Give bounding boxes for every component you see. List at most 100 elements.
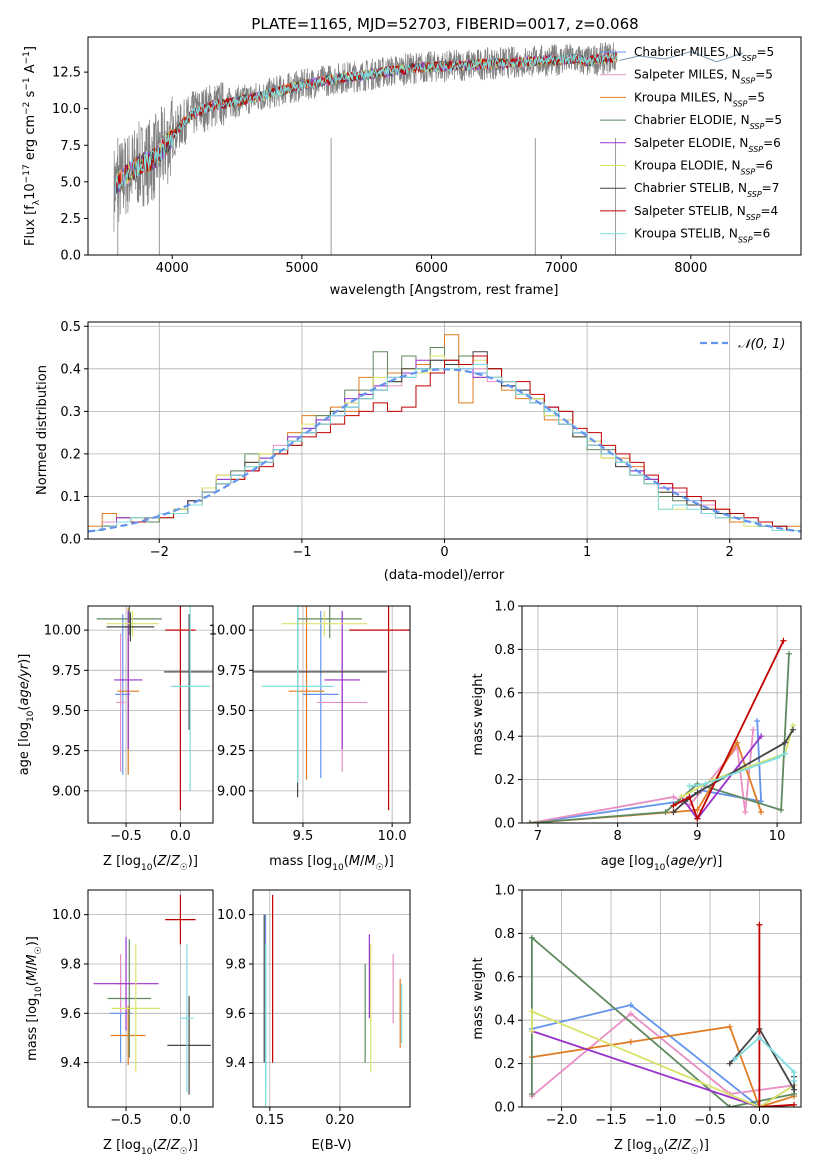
label-part: Z [170, 1138, 181, 1153]
label-part: −17 [22, 164, 32, 183]
legend-label-main: Chabrier ELODIE, N [634, 113, 750, 127]
weight-line [531, 1030, 760, 1107]
x-axis-label: E(B-V) [311, 1138, 351, 1153]
weight-marker [526, 820, 533, 823]
y-tick-label: 9.4 [60, 1056, 81, 1071]
weight-marker [782, 750, 789, 757]
label-part: M [364, 854, 375, 869]
x-tick-label: 0.0 [749, 1113, 770, 1128]
label-part: 10 [654, 863, 666, 873]
label-part: 10 [652, 1147, 664, 1157]
y-tick-label: 0.6 [494, 970, 515, 985]
legend-label: Kroupa ELODIE, NSSP=6 [634, 159, 773, 177]
y-tick-label: 0.2 [60, 447, 81, 462]
x-axis-label: (data-model)/error [384, 568, 505, 583]
error-point [288, 606, 325, 780]
weight-marker [758, 809, 765, 816]
y-axis-label: Normed distribution [35, 365, 50, 495]
y-tick-label: 9.00 [217, 784, 246, 799]
y-tick-label: 0.4 [60, 362, 81, 377]
y-tick-label: 12.5 [52, 66, 81, 81]
weight-marker [694, 815, 701, 822]
x-tick-label: 1 [583, 545, 591, 560]
legend-label-tail: =6 [755, 159, 773, 173]
weight-marker [670, 809, 677, 816]
label-part: )] [699, 1138, 709, 1153]
x-tick-label: −0.5 [110, 829, 142, 844]
y-axis-label: age [log10(age/yr)] [17, 654, 36, 776]
label-part: A [23, 64, 38, 77]
error-point [297, 606, 362, 639]
plot-area [96, 606, 213, 811]
weight-marker [528, 1008, 535, 1015]
weight-marker [782, 739, 789, 746]
y-axis-label: mass weight [471, 673, 486, 755]
weight-marker [742, 809, 749, 816]
legend-label-tail: =6 [763, 136, 781, 150]
weight-marker [686, 783, 693, 790]
x-tick-label: 7000 [545, 261, 578, 276]
y-tick-label: 0.1 [60, 490, 81, 505]
label-part: λ [32, 199, 42, 205]
x-tick-label: 8 [614, 829, 622, 844]
y-tick-label: 0.4 [494, 730, 515, 745]
weight-marker [758, 733, 765, 740]
y-tick-label: 9.6 [225, 1007, 246, 1022]
error-point [167, 996, 211, 1095]
weight-marker [670, 802, 677, 809]
y-tick-label: 0.0 [494, 817, 515, 832]
y-tick-label: 10.00 [209, 624, 246, 639]
weight-marker [778, 806, 785, 813]
label-part: ☉ [180, 1147, 188, 1157]
x-tick-label: 2 [726, 545, 734, 560]
weight-marker [528, 934, 535, 941]
x-axis-label: wavelength [Angstrom, rest frame] [330, 283, 559, 298]
label-part: Z [log [103, 854, 141, 869]
weight-marker [726, 1104, 733, 1107]
label-part: ☉ [180, 863, 188, 873]
weight-marker [694, 806, 701, 813]
plot-area [113, 42, 743, 255]
axes-frame [252, 605, 411, 824]
label-part: −1 [22, 77, 32, 90]
x-tick-label: 5000 [285, 261, 318, 276]
weight-marker [694, 789, 701, 796]
legend-label: Salpeter MILES, NSSP=5 [634, 68, 773, 86]
y-tick-label: 1.0 [494, 600, 515, 615]
panel-mass_vs_EBV: 0.15 0.20 9.4 9.6 9.8 10.0 E(B-V) [217, 889, 411, 1153]
error-point [93, 936, 159, 1031]
legend-label-main: Salpeter ELODIE, N [634, 136, 748, 150]
label-part: mass [log [269, 854, 332, 869]
plot-area [263, 894, 403, 1107]
y-tick-label: 2.5 [60, 212, 81, 227]
legend-label-tail: =4 [760, 204, 778, 218]
weight-marker [686, 793, 693, 800]
weight-marker [790, 726, 797, 733]
y-axis-label: mass [log10(M/M☉)] [25, 936, 44, 1061]
legend-label: Chabrier STELIB, NSSP=7 [634, 181, 779, 199]
label-part: )] [384, 854, 394, 869]
y-tick-label: 5.0 [60, 175, 81, 190]
legend-label-tail: =5 [756, 45, 774, 59]
error-point [107, 939, 152, 1058]
error-point [165, 894, 196, 945]
legend-label-main: Kroupa STELIB, N [634, 227, 738, 241]
label-part: )] [25, 936, 40, 946]
label-part: M [25, 954, 40, 965]
label-part: ( [663, 1138, 668, 1153]
error-point [302, 610, 339, 778]
legend-label-sub: SSP [750, 122, 765, 131]
axes-frame [521, 605, 802, 824]
label-part: )] [188, 854, 198, 869]
weight-line [531, 1010, 795, 1107]
legend-label-main: Chabrier MILES, N [634, 45, 742, 59]
error-point [170, 606, 210, 791]
error-point [114, 610, 143, 750]
panel-weight_vs_Z: −2.0 −1.5 −1.0 −0.5 0.0 0.0 0.2 0.4 0.6 0.8 1.0 Z [… [471, 884, 802, 1157]
weight-line [758, 924, 795, 1107]
legend-label: Kroupa MILES, NSSP=5 [634, 90, 765, 108]
weight-marker [791, 1086, 798, 1093]
panels: 4000 5000 6000 7000 80000.02.55.07.510.012.5… [17, 36, 802, 1157]
label-part: Z [log [614, 1138, 652, 1153]
